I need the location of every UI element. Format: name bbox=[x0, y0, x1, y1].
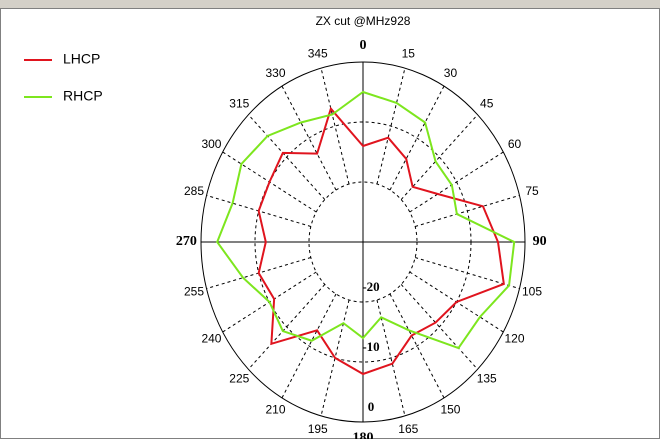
spoke bbox=[320, 299, 350, 416]
spoke bbox=[320, 68, 350, 185]
chart-title: ZX cut @MHz928 bbox=[316, 14, 411, 28]
angle-label: 240 bbox=[201, 331, 221, 345]
angle-label: 180 bbox=[353, 430, 374, 439]
angle-label: 210 bbox=[266, 403, 286, 417]
angle-label: 60 bbox=[508, 137, 522, 151]
angle-label: 345 bbox=[308, 46, 328, 60]
spoke bbox=[248, 284, 326, 370]
r-tick-label: -10 bbox=[362, 339, 379, 354]
spoke bbox=[409, 151, 504, 213]
angle-label: 45 bbox=[480, 97, 494, 111]
angle-label: 300 bbox=[201, 137, 221, 151]
r-tick-label: -20 bbox=[362, 279, 379, 294]
angle-label: 285 bbox=[184, 184, 204, 198]
spoke bbox=[400, 284, 478, 370]
angle-label: 225 bbox=[229, 372, 249, 386]
angle-label: 15 bbox=[402, 46, 416, 60]
spoke bbox=[376, 299, 406, 416]
angle-label: 0 bbox=[360, 38, 367, 53]
panel bbox=[0, 8, 660, 439]
spoke bbox=[248, 114, 326, 200]
spoke bbox=[389, 293, 445, 399]
r-tick-label: 0 bbox=[368, 399, 375, 414]
spoke bbox=[389, 85, 445, 191]
angle-label: 105 bbox=[522, 284, 542, 298]
window-strip bbox=[0, 0, 660, 8]
legend-label: RHCP bbox=[63, 88, 103, 104]
spoke bbox=[281, 85, 337, 191]
angle-label: 315 bbox=[229, 97, 249, 111]
angle-label: 90 bbox=[533, 234, 547, 249]
series-line bbox=[257, 106, 505, 376]
angle-label: 75 bbox=[525, 184, 539, 198]
spoke bbox=[415, 257, 520, 290]
angle-label: 120 bbox=[505, 331, 525, 345]
angle-label: 150 bbox=[440, 403, 460, 417]
angle-label: 195 bbox=[308, 422, 328, 436]
spoke bbox=[400, 114, 478, 200]
spoke bbox=[281, 293, 337, 399]
angle-label: 330 bbox=[266, 66, 286, 80]
angle-label: 135 bbox=[477, 372, 497, 386]
spoke bbox=[376, 68, 406, 185]
spoke bbox=[415, 194, 520, 227]
angle-label: 255 bbox=[184, 284, 204, 298]
angle-label: 30 bbox=[444, 66, 458, 80]
series-line bbox=[216, 90, 516, 350]
legend-label: LHCP bbox=[63, 51, 100, 67]
angle-label: 165 bbox=[398, 422, 418, 436]
angle-label: 270 bbox=[176, 234, 197, 249]
